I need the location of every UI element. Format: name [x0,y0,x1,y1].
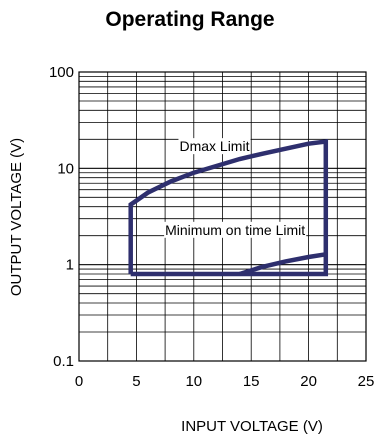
x-axis-label: INPUT VOLTAGE (V) [181,418,323,435]
x-tick-label: 0 [75,373,83,390]
annotation-2: Minimum on time Limit [165,222,305,238]
y-axis-label: OUTPUT VOLTAGE (V) [8,138,25,296]
x-axis-ticks: 0 5 10 15 20 25 [75,373,375,390]
y-axis-ticks: 0.1 1 10 100 [49,64,74,370]
annotation-1: Dmax Limit [179,138,249,154]
x-tick-label: 10 [185,373,202,390]
series-line-2 [240,254,326,274]
annotations: Dmax Limit Minimum on time Limit [164,138,306,238]
x-tick-label: 15 [243,373,260,390]
y-tick-label: 100 [49,64,74,81]
series-layer [131,142,326,275]
x-tick-label: 5 [132,373,140,390]
x-tick-label: 20 [300,373,317,390]
chart-title: Operating Range [105,8,274,31]
y-tick-label: 10 [57,160,74,177]
y-tick-label: 0.1 [53,353,74,370]
y-tick-label: 1 [66,257,74,274]
series-line-1 [131,142,326,275]
grid [79,72,366,361]
x-tick-label: 25 [358,373,375,390]
